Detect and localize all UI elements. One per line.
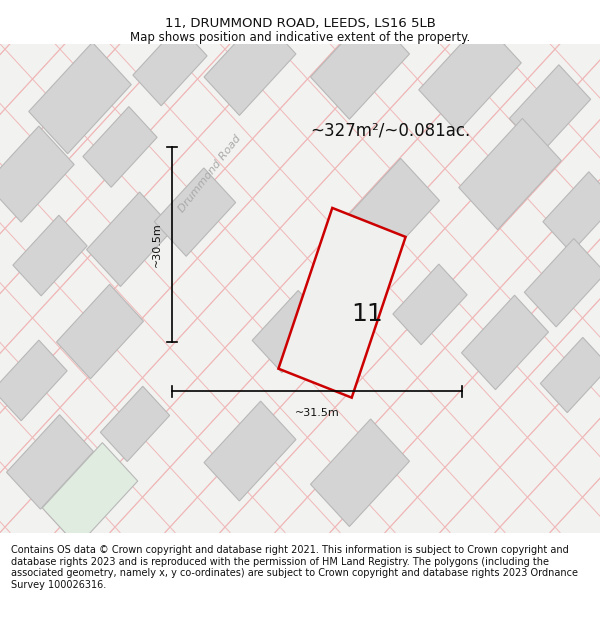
Text: 11, DRUMMOND ROAD, LEEDS, LS16 5LB: 11, DRUMMOND ROAD, LEEDS, LS16 5LB bbox=[164, 18, 436, 30]
Text: ~30.5m: ~30.5m bbox=[152, 222, 162, 267]
Polygon shape bbox=[56, 284, 143, 379]
Polygon shape bbox=[0, 340, 67, 421]
Polygon shape bbox=[393, 264, 467, 345]
Text: Contains OS data © Crown copyright and database right 2021. This information is : Contains OS data © Crown copyright and d… bbox=[11, 545, 578, 590]
Text: Drummond Road: Drummond Road bbox=[177, 134, 243, 214]
Polygon shape bbox=[461, 295, 548, 389]
Polygon shape bbox=[83, 107, 157, 188]
Polygon shape bbox=[29, 42, 131, 154]
Polygon shape bbox=[419, 21, 521, 132]
Polygon shape bbox=[311, 12, 409, 119]
Text: Map shows position and indicative extent of the property.: Map shows position and indicative extent… bbox=[130, 31, 470, 44]
Polygon shape bbox=[42, 442, 138, 546]
Polygon shape bbox=[278, 208, 406, 398]
Polygon shape bbox=[524, 239, 600, 327]
Polygon shape bbox=[543, 172, 600, 252]
Polygon shape bbox=[341, 158, 439, 266]
Polygon shape bbox=[252, 291, 328, 372]
Polygon shape bbox=[0, 126, 74, 222]
Polygon shape bbox=[13, 215, 87, 296]
Polygon shape bbox=[133, 25, 207, 106]
Text: ~31.5m: ~31.5m bbox=[295, 408, 340, 418]
Polygon shape bbox=[86, 192, 173, 286]
Polygon shape bbox=[509, 65, 590, 153]
Polygon shape bbox=[100, 386, 170, 461]
Polygon shape bbox=[459, 118, 561, 230]
Polygon shape bbox=[311, 419, 409, 526]
Polygon shape bbox=[541, 338, 600, 412]
Polygon shape bbox=[154, 168, 236, 256]
Text: 11: 11 bbox=[351, 302, 383, 326]
Polygon shape bbox=[204, 16, 296, 116]
Text: ~327m²/~0.081ac.: ~327m²/~0.081ac. bbox=[310, 122, 470, 139]
Polygon shape bbox=[7, 414, 94, 509]
Polygon shape bbox=[204, 401, 296, 501]
